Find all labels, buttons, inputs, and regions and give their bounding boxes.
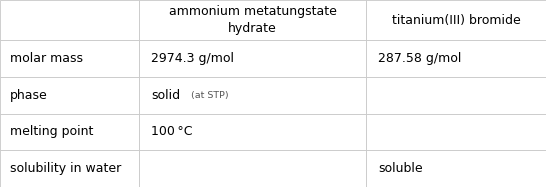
Text: ammonium metatungstate
hydrate: ammonium metatungstate hydrate <box>169 5 336 35</box>
Bar <box>0 40 139 77</box>
Bar <box>0 150 139 187</box>
Bar <box>366 77 546 114</box>
Text: melting point: melting point <box>10 125 93 138</box>
Bar <box>0 77 139 114</box>
Bar <box>0 0 139 40</box>
Text: titanium(III) bromide: titanium(III) bromide <box>391 14 520 27</box>
Bar <box>139 150 366 187</box>
Bar <box>139 40 366 77</box>
Text: 100 °C: 100 °C <box>151 125 193 138</box>
Text: (at STP): (at STP) <box>191 91 228 100</box>
Bar <box>139 77 366 114</box>
Bar <box>366 0 546 40</box>
Text: phase: phase <box>10 89 48 102</box>
Text: solid: solid <box>151 89 180 102</box>
Text: solubility in water: solubility in water <box>10 162 121 175</box>
Bar <box>0 114 139 150</box>
Bar <box>366 40 546 77</box>
Text: 2974.3 g/mol: 2974.3 g/mol <box>151 52 234 65</box>
Text: 287.58 g/mol: 287.58 g/mol <box>378 52 461 65</box>
Bar <box>139 114 366 150</box>
Bar <box>366 150 546 187</box>
Bar <box>366 114 546 150</box>
Text: soluble: soluble <box>378 162 423 175</box>
Text: molar mass: molar mass <box>10 52 83 65</box>
Bar <box>139 0 366 40</box>
